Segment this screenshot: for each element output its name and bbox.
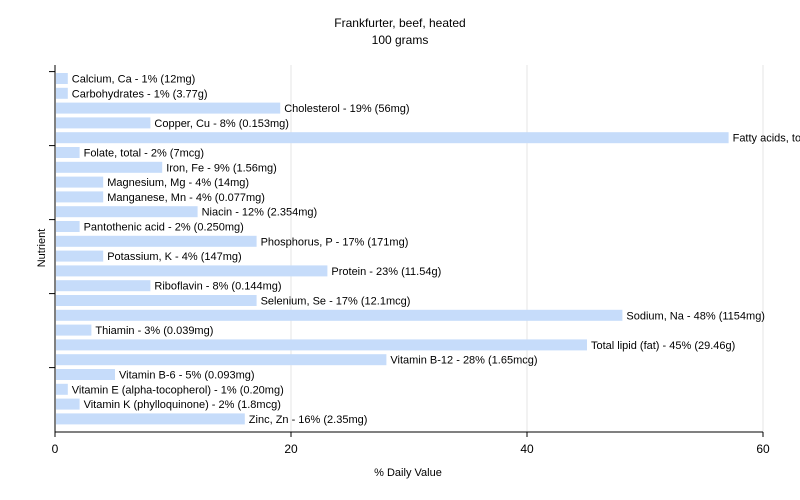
bar-2 — [56, 102, 281, 114]
x-tick-label: 20 — [284, 442, 298, 456]
bar-0 — [56, 73, 68, 84]
bar-18 — [56, 339, 587, 351]
bar-14 — [56, 280, 151, 292]
bar-label-23: Zinc, Zn - 16% (2.35mg) — [249, 414, 368, 426]
bars: Calcium, Ca - 1% (12mg) Carbohydrates - 1… — [56, 73, 800, 426]
bar-20 — [56, 369, 115, 380]
chart-title: Frankfurter, beef, heated — [334, 16, 465, 30]
bar-17 — [56, 324, 92, 336]
bar-4 — [56, 132, 729, 144]
bar-label-10: Pantothenic acid - 2% (0.250mg) — [84, 222, 244, 234]
chart-subtitle: 100 grams — [372, 33, 429, 47]
x-axis-title: % Daily Value — [374, 467, 442, 479]
x-tick-label: 60 — [756, 442, 770, 456]
x-tick-label: 40 — [520, 442, 534, 456]
bar-label-3: Copper, Cu - 8% (0.153mg) — [154, 118, 289, 130]
axes: 0 20 40 60 — [49, 65, 770, 456]
bar-6 — [56, 161, 163, 173]
y-axis-title: Nutrient — [36, 229, 48, 268]
bar-label-17: Thiamin - 3% (0.039mg) — [95, 325, 213, 337]
bar-label-0: Calcium, Ca - 1% (12mg) — [72, 74, 195, 86]
bar-16 — [56, 309, 623, 321]
bar-label-8: Manganese, Mn - 4% (0.077mg) — [107, 192, 265, 204]
bar-label-14: Riboflavin - 8% (0.144mg) — [154, 281, 281, 293]
bar-15 — [56, 295, 257, 306]
bar-8 — [56, 191, 104, 203]
bar-1 — [56, 87, 68, 99]
bar-label-1: Carbohydrates - 1% (3.77g) — [72, 88, 208, 100]
gridlines — [290, 65, 764, 432]
bar-10 — [56, 221, 80, 232]
bar-label-12: Potassium, K - 4% (147mg) — [107, 251, 242, 263]
x-tick-label: 0 — [52, 442, 59, 456]
bar-label-6: Iron, Fe - 9% (1.56mg) — [166, 162, 277, 174]
bar-23 — [56, 413, 245, 425]
bar-11 — [56, 235, 257, 247]
bar-label-18: Total lipid (fat) - 45% (29.46g) — [591, 340, 735, 352]
bar-9 — [56, 206, 198, 218]
bar-label-2: Cholesterol - 19% (56mg) — [284, 103, 409, 115]
bar-label-21: Vitamin E (alpha-tocopherol) - 1% (0.20m… — [72, 384, 284, 396]
bar-label-5: Folate, total - 2% (7mcg) — [84, 148, 204, 160]
bar-label-13: Protein - 23% (11.54g) — [331, 266, 441, 278]
bar-label-7: Magnesium, Mg - 4% (14mg) — [107, 177, 249, 189]
bar-19 — [56, 354, 387, 366]
bar-label-19: Vitamin B-12 - 28% (1.65mcg) — [390, 355, 537, 367]
bar-label-15: Selenium, Se - 17% (12.1mcg) — [261, 296, 411, 308]
bar-5 — [56, 147, 80, 158]
bar-label-20: Vitamin B-6 - 5% (0.093mg) — [119, 370, 255, 382]
bar-label-22: Vitamin K (phylloquinone) - 2% (1.8mcg) — [84, 399, 281, 411]
bar-label-11: Phosphorus, P - 17% (171mg) — [261, 236, 409, 248]
bar-3 — [56, 117, 151, 129]
bar-label-9: Niacin - 12% (2.354mg) — [202, 207, 318, 219]
bar-label-16: Sodium, Na - 48% (1154mg) — [626, 310, 765, 322]
bar-22 — [56, 398, 80, 410]
bar-7 — [56, 176, 104, 188]
bar-12 — [56, 250, 104, 262]
bar-label-4: Fatty acids, total saturated - 57% (11.4… — [733, 133, 800, 145]
bar-13 — [56, 265, 328, 277]
bar-21 — [56, 383, 68, 395]
